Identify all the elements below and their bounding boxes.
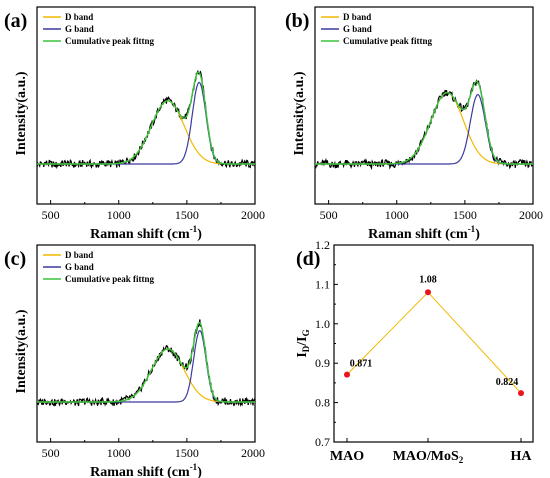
x-tick-label: 1000 — [107, 208, 131, 222]
x-axis-label-sup: -1 — [468, 224, 476, 234]
x-axis-label-sup: -1 — [190, 462, 198, 472]
x-axis-label-close: ) — [197, 227, 202, 242]
data-label: 1.08 — [419, 274, 437, 285]
panel-c: 500 1000 1500 2000 D band G band Cumulative pe… — [4, 244, 265, 478]
x-axis-label: Raman shift (cm-1) — [90, 224, 202, 242]
legend-label: G band — [65, 262, 94, 272]
category-label-main: HA — [511, 449, 533, 464]
category-label: HA — [511, 449, 533, 464]
g-band-line — [37, 81, 255, 165]
y-axis-label: Intensity(a.u.) — [292, 71, 307, 155]
legend-label: Cumulative peak fittng — [65, 274, 155, 284]
x-axis-label-close: ) — [475, 227, 480, 242]
plot-frame — [36, 6, 256, 205]
d-band-line — [37, 100, 255, 165]
x-axis-label-sup: -1 — [190, 224, 198, 234]
legend-label: Cumulative peak fittng — [343, 36, 433, 46]
y-tick-label: 1.1 — [315, 277, 330, 291]
y-axis-label: Intensity(a.u.) — [14, 71, 29, 155]
data-label: 0.824 — [496, 377, 519, 388]
x-tick-label: 1000 — [107, 446, 131, 460]
y-axis-label: Intensity(a.u.) — [14, 309, 29, 393]
x-tick-label: 1500 — [175, 446, 199, 460]
y-label-i: I — [295, 352, 310, 357]
raw-spectrum-line — [36, 70, 256, 170]
raw-spectrum-line — [314, 79, 534, 171]
panel-label: (c) — [4, 248, 26, 270]
panel-label: (b) — [285, 10, 309, 32]
data-point — [518, 390, 524, 397]
x-tick-label: 500 — [42, 208, 60, 222]
y-tick-label: 0.8 — [315, 396, 330, 410]
x-axis-label: Raman shift (cm-1) — [368, 224, 480, 242]
data-point — [344, 371, 350, 378]
panel-d: 0.7 0.8 0.9 1.0 1.1 1.2 0.871 1.08 0.824 MAO MAO/M… — [295, 238, 534, 465]
category-label: MAO/MoS2 — [393, 449, 464, 465]
y-tick-label: 0.7 — [315, 435, 330, 449]
x-tick-label: 2000 — [519, 208, 543, 222]
legend-label: D band — [65, 12, 93, 22]
y-label-sub-g: G — [301, 329, 311, 336]
data-point — [425, 289, 431, 296]
raw-spectrum-line — [36, 319, 256, 407]
d-band-line — [315, 91, 533, 165]
y-tick-label: 0.9 — [315, 356, 330, 370]
category-label-main: MAO/MoS — [393, 449, 459, 464]
category-label-main: MAO — [330, 449, 364, 464]
legend-label: D band — [343, 12, 371, 22]
data-label: 0.871 — [350, 359, 373, 370]
x-axis-label-close: ) — [197, 465, 202, 478]
y-tick-label: 1.0 — [315, 317, 330, 331]
x-axis-label-main: Raman shift (cm — [90, 465, 190, 478]
panel-a: 500 1000 1500 2000 D band G band Cumulative pe… — [4, 6, 265, 242]
category-label-sub: 2 — [459, 455, 464, 465]
x-tick-label: 1000 — [385, 208, 409, 222]
plot-frame — [36, 244, 256, 443]
legend-label: G band — [343, 24, 372, 34]
cumulative-fit-line — [37, 71, 255, 165]
panel-label: (a) — [4, 10, 27, 32]
legend-label: Cumulative peak fittng — [65, 36, 155, 46]
y-label-sub-d: D — [301, 345, 311, 352]
x-tick-label: 1500 — [175, 208, 199, 222]
y-tick-label: 1.2 — [315, 238, 330, 252]
x-axis-label-main: Raman shift (cm — [90, 227, 190, 242]
x-tick-label: 500 — [42, 446, 60, 460]
x-tick-label: 1500 — [453, 208, 477, 222]
d-band-line — [37, 348, 255, 403]
panel-b: 500 1000 1500 2000 D band G band Cumulative pe… — [285, 6, 543, 242]
g-band-line — [37, 329, 255, 403]
x-axis-label-main: Raman shift (cm — [368, 227, 468, 242]
panel-label: (d) — [296, 248, 320, 270]
g-band-line — [315, 93, 533, 165]
y-label-mid: /I — [295, 336, 310, 346]
legend-label: G band — [65, 24, 94, 34]
cumulative-fit-line — [315, 80, 533, 165]
x-tick-label: 500 — [320, 208, 338, 222]
plot-frame — [314, 6, 534, 205]
x-tick-label: 2000 — [241, 446, 265, 460]
legend-label: D band — [65, 250, 93, 260]
x-axis-label: Raman shift (cm-1) — [90, 462, 202, 478]
x-tick-label: 2000 — [241, 208, 265, 222]
category-label: MAO — [330, 449, 364, 464]
cumulative-fit-line — [37, 321, 255, 403]
y-axis-label: ID/IG — [295, 329, 311, 357]
